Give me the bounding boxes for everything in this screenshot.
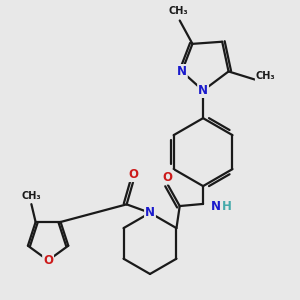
Text: O: O [43,254,53,267]
Text: O: O [163,171,173,184]
Text: N: N [211,200,221,212]
Text: O: O [128,168,138,181]
Text: CH₃: CH₃ [22,191,41,201]
Text: N: N [198,84,208,97]
Text: CH₃: CH₃ [169,6,188,16]
Text: N: N [177,65,187,78]
Text: H: H [221,200,231,212]
Text: N: N [145,206,155,219]
Text: CH₃: CH₃ [256,71,275,81]
